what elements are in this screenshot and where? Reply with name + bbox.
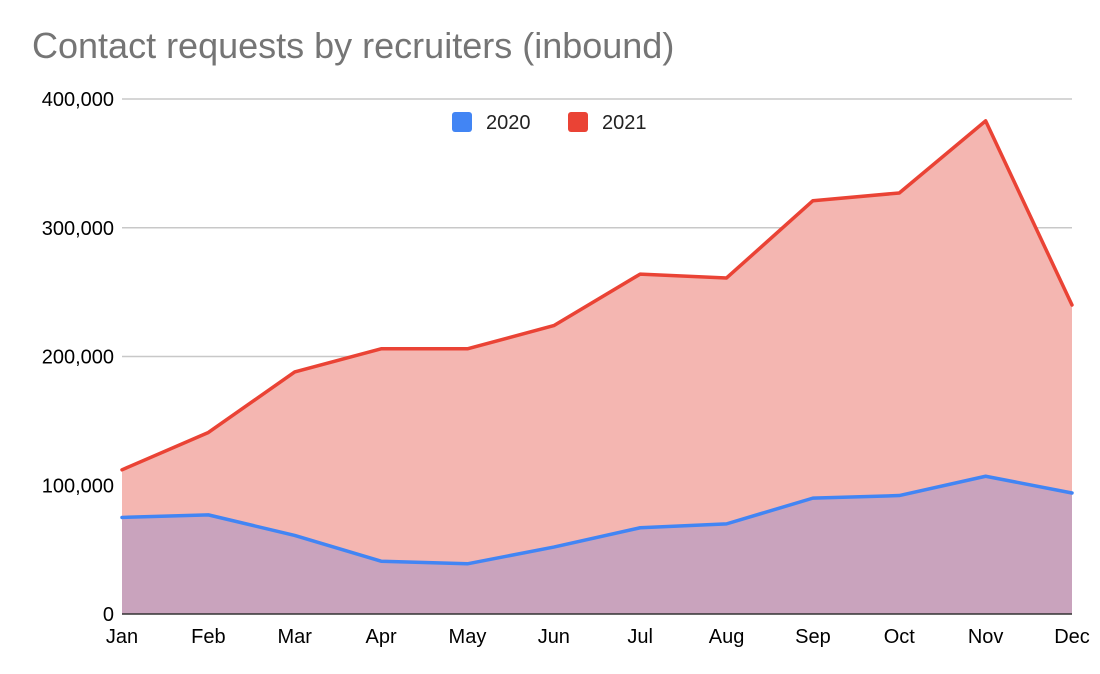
x-tick-apr: Apr [366,626,397,648]
line-2020 [120,474,1074,566]
chart-title: Contact requests by recruiters (inbound) [32,25,674,66]
series-lines [120,119,1074,566]
line-2021 [120,119,1074,472]
legend: 2020 2021 [452,112,647,134]
legend-label-2021: 2021 [602,112,647,134]
area-2021 [122,120,1072,614]
legend-swatch-2021 [568,112,588,132]
x-tick-mar: Mar [278,626,313,648]
legend-swatch-2020 [452,112,472,132]
x-tick-oct: Oct [884,626,916,648]
y-tick-100-000: 100,000 [42,475,114,497]
axes: 0 100,000 200,000 300,000 400,000 Jan Feb Mar Ap… [42,89,1090,648]
x-tick-may: May [449,626,487,648]
x-tick-dec: Dec [1054,626,1090,648]
y-tick-300-000: 300,000 [42,218,114,240]
x-tick-sep: Sep [795,626,831,648]
x-tick-nov: Nov [968,626,1004,648]
y-tick-200-000: 200,000 [42,347,114,369]
y-tick-0: 0 [103,604,114,626]
y-tick-400-000: 400,000 [42,89,114,111]
x-tick-jul: Jul [627,626,653,648]
x-tick-jan: Jan [106,626,138,648]
x-tick-feb: Feb [191,626,225,648]
x-tick-jun: Jun [538,626,570,648]
plot-area [122,120,1072,614]
area-2020 [122,476,1072,614]
legend-label-2020: 2020 [486,112,531,134]
x-tick-aug: Aug [709,626,745,648]
